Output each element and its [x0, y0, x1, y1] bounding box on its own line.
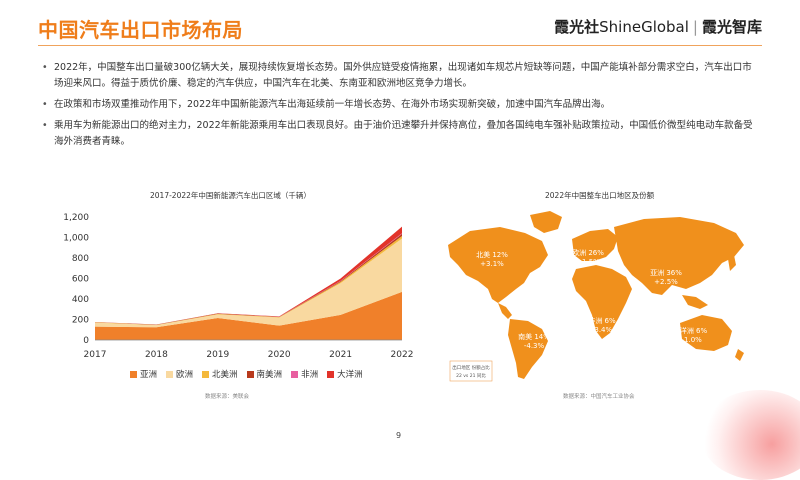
decorative-gradient: [700, 390, 800, 480]
map-region-share: 亚洲 36%: [650, 269, 682, 277]
legend-item: 大洋洲: [327, 368, 363, 380]
left-chart-source: 数据来源：美联会: [205, 394, 250, 400]
japan-shape: [728, 255, 736, 271]
map-region-change: +1.5%: [576, 258, 600, 266]
x-tick-label: 2021: [329, 350, 352, 360]
page-number: 9: [396, 431, 402, 440]
x-tick-label: 2019: [206, 350, 229, 360]
map-region-share: 非洲 6%: [588, 316, 616, 325]
south-america-shape: [508, 319, 548, 379]
brand-think-tank: 霞光智库: [701, 18, 762, 36]
legend-label: 非洲: [301, 370, 319, 380]
page-title: 中国汽车出口市场布局: [38, 18, 243, 42]
left-chart-title: 2017-2022年中国新能源汽车出口区域（千辆）: [150, 191, 311, 200]
map-region-change: +1.0%: [678, 336, 702, 344]
area-series-1: [95, 238, 402, 328]
asia-shape: [614, 217, 744, 295]
map-region-share: 大洋洲 6%: [673, 326, 708, 335]
header-divider: [38, 45, 762, 46]
map-region-share: 北美 12%: [476, 250, 508, 259]
y-tick-label: 200: [72, 316, 89, 326]
greenland-shape: [530, 211, 562, 233]
legend-item: 欧洲: [166, 368, 193, 380]
central-america-shape: [498, 303, 512, 319]
africa-shape: [572, 265, 632, 339]
x-tick-label: 2020: [268, 350, 291, 360]
y-tick-label: 0: [83, 336, 89, 346]
bullet-item: 2022年，中国整车出口量破300亿辆大关，展现持续恢复增长态势。国外供应链受疫…: [40, 60, 760, 92]
chart-legend: 亚洲 欧洲 北美洲 南美洲 非洲 大洋洲: [130, 368, 363, 380]
map-region-change: -3.4%: [592, 326, 613, 334]
new-zealand-shape: [735, 349, 744, 361]
legend-swatch: [291, 370, 299, 378]
world-map: 北美 12%+3.1% 欧洲 26%+1.5% 亚洲 36%+2.5% 非洲 6%-3…: [448, 211, 744, 382]
map-source: 数据来源：中国汽车工业协会: [563, 394, 635, 400]
australia-shape: [680, 315, 732, 351]
legend-swatch: [202, 370, 210, 378]
bullet-item: 在政策和市场双重推动作用下，2022年中国新能源汽车出海延续前一年增长态势、在海…: [40, 97, 760, 113]
legend-swatch: [246, 370, 254, 378]
legend-item: 非洲: [291, 368, 318, 380]
southeast-asia-shape: [682, 295, 708, 309]
legend-item: 南美洲: [246, 368, 283, 380]
legend-label: 北美洲: [212, 370, 238, 380]
map-title: 2022年中国整车出口地区及份额: [545, 191, 655, 200]
bullet-item: 乘用车为新能源出口的绝对主力，2022年新能源乘用车出口表现良好。由于油价迅速攀…: [40, 118, 760, 150]
map-region-change: +2.5%: [654, 278, 678, 286]
map-labels: 北美 12%+3.1% 欧洲 26%+1.5% 亚洲 36%+2.5% 非洲 6%-3…: [449, 248, 708, 382]
y-tick-label: 600: [72, 275, 89, 285]
area-chart: 0 200 400 600 800 1,000 1,200 2017 2018 2019 2020 2…: [63, 213, 414, 360]
brand-name-latin: ShineGlobal: [599, 18, 689, 36]
brand-name-cn: 霞光社: [554, 18, 600, 36]
legend-label: 欧洲: [176, 370, 194, 380]
bullet-list: 2022年，中国整车出口量破300亿辆大关，展现持续恢复增长态势。国外供应链受疫…: [40, 60, 760, 155]
brand-logo: 霞光社ShineGlobal | 霞光智库: [554, 16, 762, 37]
legend-item: 亚洲: [130, 368, 157, 380]
legend-label: 亚洲: [140, 370, 158, 380]
europe-shape: [572, 229, 618, 261]
legend-label: 大洋洲: [337, 370, 363, 380]
map-region-change: +3.1%: [480, 260, 504, 268]
map-legend-text: 22 vs 21 同比: [456, 372, 486, 379]
legend-swatch: [166, 370, 174, 378]
y-tick-label: 1,000: [63, 234, 89, 244]
map-legend-text: 出口地区 份额占比: [452, 364, 490, 371]
x-tick-label: 2017: [84, 350, 107, 360]
x-tick-label: 2022: [391, 350, 414, 360]
y-tick-label: 800: [72, 254, 89, 264]
north-america-shape: [448, 227, 548, 303]
y-tick-label: 1,200: [63, 213, 89, 223]
legend-label: 南美洲: [256, 370, 283, 380]
map-region-share: 欧洲 26%: [572, 248, 604, 257]
y-tick-label: 400: [72, 295, 89, 305]
x-tick-label: 2018: [145, 350, 168, 360]
legend-item: 北美洲: [202, 368, 238, 380]
legend-swatch: [327, 370, 335, 378]
area-series-0: [95, 291, 402, 340]
map-continents: [448, 211, 744, 379]
legend-swatch: [130, 370, 137, 378]
map-region-share: 南美 14%: [518, 332, 550, 341]
map-region-change: -4.3%: [524, 342, 545, 350]
map-legend-box: [449, 360, 493, 382]
brand-separator: |: [692, 18, 698, 36]
